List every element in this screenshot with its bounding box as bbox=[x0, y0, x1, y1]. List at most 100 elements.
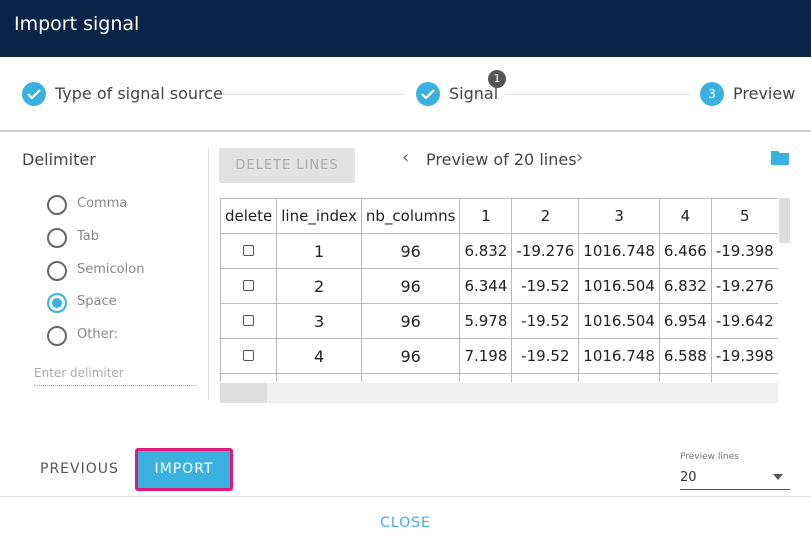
stepper-border bbox=[0, 130, 811, 132]
h-scrollbar[interactable] bbox=[220, 383, 778, 403]
step-label: Type of signal source bbox=[55, 84, 223, 103]
table-cell: 1016.748 bbox=[578, 338, 660, 374]
table-cell: 6.344 bbox=[459, 268, 513, 304]
checkbox[interactable] bbox=[243, 245, 255, 256]
table-row: 1 96 6.832 -19.276 1016.748 6.466 -19.398 bbox=[220, 233, 778, 269]
checkbox[interactable] bbox=[243, 280, 255, 291]
table-cell: 4 bbox=[276, 338, 362, 374]
step-badge: 1 bbox=[488, 70, 506, 88]
table-cell: -19.52 bbox=[511, 338, 580, 374]
radio[interactable] bbox=[47, 227, 67, 248]
radio-label: Other: bbox=[77, 327, 119, 343]
h-scroll-thumb[interactable] bbox=[220, 383, 267, 403]
table-cell: 1016.748 bbox=[578, 233, 660, 269]
table-cell: -19.276 bbox=[511, 233, 580, 269]
divider bbox=[208, 148, 209, 400]
table-cell: 6.832 bbox=[658, 268, 712, 304]
column-header: 1 bbox=[459, 198, 513, 234]
table-cell bbox=[578, 373, 660, 382]
table-cell bbox=[360, 373, 461, 382]
radio-label: Tab bbox=[77, 228, 100, 244]
radio-label: Comma bbox=[77, 196, 128, 211]
table-cell: 1 bbox=[276, 233, 362, 269]
step-label: Preview bbox=[733, 84, 796, 103]
column-header: nb_columns bbox=[360, 198, 461, 234]
column-header: 5 bbox=[710, 198, 778, 234]
table-cell: -19.642 bbox=[710, 303, 778, 339]
step-icon bbox=[22, 82, 46, 106]
table-row bbox=[220, 373, 778, 382]
preview-lines-label: Preview lines bbox=[680, 452, 739, 462]
preview-table: delete line_index nb_columns 1 2 3 4 5 1 96 6.832-… bbox=[220, 198, 778, 382]
delete-lines-button[interactable]: DELETE LINES bbox=[219, 148, 355, 183]
column-header: 2 bbox=[511, 198, 580, 234]
table-row: 2 96 6.344 -19.52 1016.504 6.832 -19.276 bbox=[220, 268, 778, 304]
delete-cell bbox=[220, 233, 278, 269]
import-button[interactable]: IMPORT bbox=[135, 448, 233, 491]
folder-icon[interactable] bbox=[771, 150, 789, 165]
checkbox[interactable] bbox=[243, 315, 255, 326]
table-cell: 96 bbox=[360, 233, 461, 269]
radio[interactable] bbox=[47, 260, 67, 281]
dropdown-arrow[interactable] bbox=[773, 474, 783, 480]
step-label: Signal bbox=[449, 84, 499, 103]
prev-page[interactable]: ‹ bbox=[402, 147, 410, 168]
step-connector bbox=[505, 94, 690, 95]
step-icon bbox=[416, 82, 440, 106]
delimiter-title: Delimiter bbox=[22, 150, 96, 169]
table-row: 3 96 5.978 -19.52 1016.504 6.954 -19.642 bbox=[220, 303, 778, 339]
table-cell bbox=[220, 373, 278, 382]
column-header: delete bbox=[220, 198, 278, 234]
table-cell: 7.198 bbox=[459, 338, 513, 374]
v-scrollbar[interactable] bbox=[779, 198, 790, 243]
table-cell: 5.978 bbox=[459, 303, 513, 339]
radio-dot bbox=[52, 298, 62, 309]
radio[interactable] bbox=[47, 293, 67, 314]
previous-button[interactable]: PREVIOUS bbox=[40, 461, 119, 477]
table-cell: -19.52 bbox=[511, 268, 580, 304]
table-cell: -19.52 bbox=[511, 303, 580, 339]
table-cell: 6.832 bbox=[459, 233, 513, 269]
table-cell: 1016.504 bbox=[578, 268, 660, 304]
table-cell bbox=[710, 373, 778, 382]
next-page[interactable]: › bbox=[576, 147, 584, 168]
preview-lines-select[interactable]: 20 bbox=[680, 470, 790, 490]
table-cell bbox=[511, 373, 580, 382]
radio[interactable] bbox=[47, 195, 67, 215]
table-cell: 6.588 bbox=[658, 338, 712, 374]
column-header: 4 bbox=[658, 198, 712, 234]
table-cell: 6.954 bbox=[658, 303, 712, 339]
table-cell: 96 bbox=[360, 268, 461, 304]
radio-label: Semicolon bbox=[77, 261, 145, 277]
table-cell: 96 bbox=[360, 338, 461, 374]
table-cell: 96 bbox=[360, 303, 461, 339]
table-cell: -19.398 bbox=[710, 233, 778, 269]
header-row: delete line_index nb_columns 1 2 3 4 5 bbox=[220, 198, 778, 234]
table-cell bbox=[276, 373, 362, 382]
preview-label: Preview of 20 lines bbox=[426, 150, 577, 169]
table-cell: 2 bbox=[276, 268, 362, 304]
step-connector bbox=[215, 94, 405, 95]
checkbox[interactable] bbox=[243, 350, 255, 361]
close-button[interactable]: CLOSE bbox=[380, 515, 431, 531]
table-viewport: delete line_index nb_columns 1 2 3 4 5 1 96 6.832-… bbox=[220, 198, 778, 382]
delete-cell bbox=[220, 268, 278, 304]
table-cell bbox=[658, 373, 712, 382]
table-cell bbox=[459, 373, 513, 382]
table-cell: 6.466 bbox=[658, 233, 712, 269]
column-header: 3 bbox=[578, 198, 660, 234]
delete-cell bbox=[220, 303, 278, 339]
table-cell: 3 bbox=[276, 303, 362, 339]
delimiter-input[interactable]: Enter delimiter bbox=[34, 366, 196, 386]
column-header: line_index bbox=[276, 198, 362, 234]
header bbox=[0, 0, 811, 57]
delete-cell bbox=[220, 338, 278, 374]
radio-label: Space bbox=[77, 294, 117, 310]
step-icon: 3 bbox=[700, 82, 724, 106]
radio[interactable] bbox=[47, 326, 67, 347]
table-cell: -19.276 bbox=[710, 268, 778, 304]
table-row: 4 96 7.198 -19.52 1016.748 6.588 -19.398 bbox=[220, 338, 778, 374]
dialog-title: Import signal bbox=[14, 13, 140, 35]
table-cell: 1016.504 bbox=[578, 303, 660, 339]
